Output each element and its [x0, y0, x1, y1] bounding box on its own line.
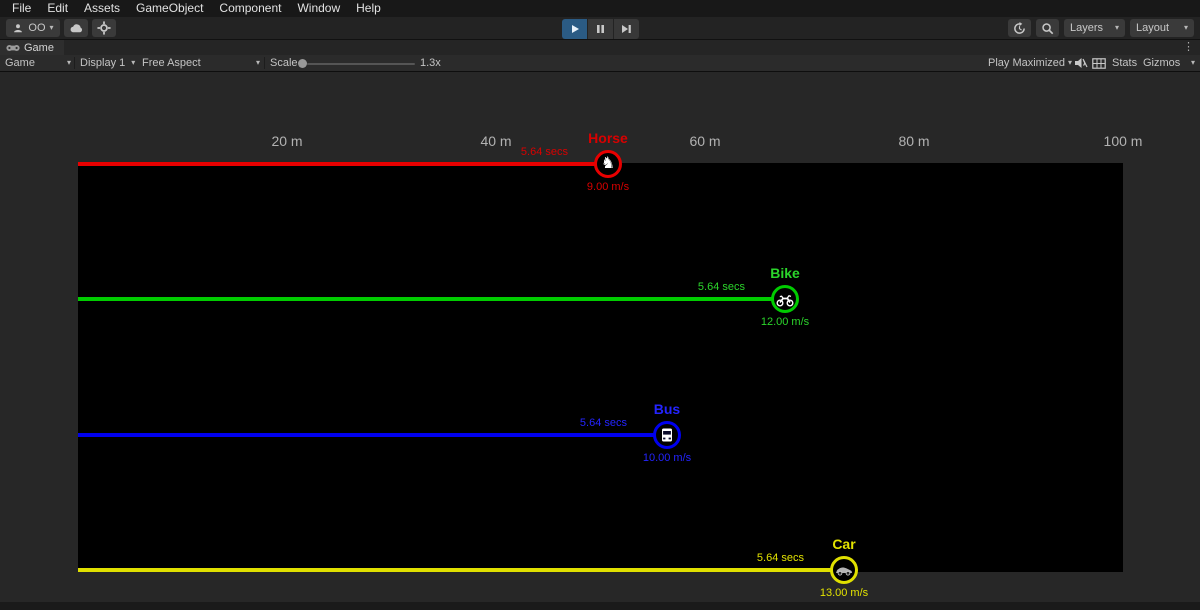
bike-marker	[771, 285, 799, 313]
motorbike-icon	[775, 290, 795, 308]
cloud-icon	[69, 22, 84, 34]
tab-bar: Game ⋮	[0, 40, 1200, 55]
distance-marker: 60 m	[689, 133, 721, 149]
history-icon	[1013, 21, 1026, 35]
distance-marker: 20 m	[271, 133, 303, 149]
menu-item-assets[interactable]: Assets	[84, 1, 121, 15]
tab-menu-kebab-icon[interactable]: ⋮	[1183, 41, 1194, 53]
menu-item-help[interactable]: Help	[356, 1, 381, 15]
menu-item-edit[interactable]: Edit	[47, 1, 69, 15]
aspect-ratio-dropdown[interactable]: Free Aspect ▾	[142, 55, 260, 71]
play-maximized-dropdown[interactable]: Play Maximized ▾	[988, 55, 1072, 71]
horse-icon: ♞	[600, 155, 616, 172]
layers-dropdown-label: Layers	[1070, 22, 1104, 34]
game-view-dropdown[interactable]: Game ▾	[5, 55, 71, 71]
racer-speed-label: 12.00 m/s	[760, 316, 810, 328]
scale-slider-knob[interactable]	[298, 59, 307, 68]
racer-name-label: Bike	[770, 265, 800, 281]
window-bottom-edge	[0, 602, 1200, 610]
menu-item-gameobject[interactable]: GameObject	[136, 1, 204, 15]
search-icon	[1041, 22, 1054, 35]
racer-time-label: 5.64 secs	[756, 552, 804, 564]
playback-controls	[562, 19, 639, 39]
racer-time-label: 5.64 secs	[520, 146, 568, 158]
racer-name-label: Bus	[653, 401, 681, 417]
display-dropdown[interactable]: Display 1 ▾	[80, 55, 135, 71]
racer-name-label: Car	[832, 536, 856, 552]
game-viewport[interactable]	[78, 163, 1123, 572]
cloud-button[interactable]	[64, 19, 88, 37]
pause-icon	[596, 24, 605, 34]
bus-track-line	[78, 433, 654, 437]
gizmos-dropdown[interactable]: Gizmos ▾	[1143, 55, 1195, 71]
main-toolbar: OO ▾ Layer	[0, 17, 1200, 40]
bus-icon	[657, 425, 677, 445]
step-button[interactable]	[614, 19, 639, 39]
play-button[interactable]	[562, 19, 587, 39]
chevron-down-icon: ▾	[131, 58, 136, 67]
scale-label: Scale	[270, 57, 298, 69]
car-icon	[834, 560, 854, 580]
bus-marker	[653, 421, 681, 449]
step-icon	[621, 24, 632, 34]
distance-marker: 80 m	[898, 133, 930, 149]
pause-button[interactable]	[588, 19, 613, 39]
scale-value: 1.3x	[420, 57, 441, 69]
menu-item-file[interactable]: File	[12, 1, 32, 15]
chevron-down-icon: ▾	[1114, 23, 1119, 32]
play-maximized-label: Play Maximized	[988, 57, 1066, 69]
bike-track-line	[78, 297, 772, 301]
racer-name-label: Horse	[588, 130, 628, 146]
chevron-down-icon: ▾	[255, 58, 260, 67]
chevron-down-icon: ▾	[66, 58, 71, 67]
aspect-ratio-dropdown-label: Free Aspect	[142, 57, 201, 69]
tab-game[interactable]: Game	[0, 40, 64, 55]
racer-time-label: 5.64 secs	[579, 417, 627, 429]
game-view-dropdown-label: Game	[5, 57, 35, 69]
chevron-down-icon: ▾	[1068, 58, 1073, 67]
car-marker	[830, 556, 858, 584]
play-icon	[570, 24, 580, 34]
speaker-mute-icon	[1074, 57, 1088, 69]
tab-game-label: Game	[24, 41, 54, 54]
racer-speed-label: 9.00 m/s	[586, 181, 630, 193]
game-control-bar: Game ▾ Display 1 ▾ Free Aspect ▾ Scale 1…	[0, 55, 1200, 72]
vsync-grid-button[interactable]	[1092, 55, 1106, 71]
scale-slider-track[interactable]	[307, 63, 415, 65]
mute-audio-button[interactable]	[1074, 55, 1088, 71]
layout-dropdown[interactable]: Layout ▾	[1130, 19, 1194, 37]
grid-icon	[1092, 57, 1106, 69]
undo-history-button[interactable]	[1008, 19, 1031, 37]
menu-bar: File Edit Assets GameObject Component Window H…	[0, 0, 1200, 17]
car-track-line	[78, 568, 831, 572]
chevron-down-icon: ▾	[1183, 23, 1188, 32]
menu-item-window[interactable]: Window	[297, 1, 341, 15]
services-button[interactable]	[92, 19, 116, 37]
horse-track-line	[78, 162, 595, 166]
account-button[interactable]: OO ▾	[6, 19, 60, 37]
person-icon	[12, 22, 24, 35]
gamepad-icon	[6, 43, 20, 53]
layout-dropdown-label: Layout	[1136, 22, 1170, 34]
stats-button[interactable]: Stats	[1112, 57, 1138, 69]
game-view: 20 m 40 m 60 m 80 m 100 m Horse 5.64 secs ♞ 9.00…	[0, 72, 1200, 610]
racer-time-label: 5.64 secs	[697, 281, 745, 293]
search-button[interactable]	[1036, 19, 1059, 37]
account-label: OO	[28, 22, 46, 34]
distance-marker: 40 m	[480, 133, 512, 149]
gear-icon	[97, 21, 111, 35]
horse-marker: ♞	[594, 150, 622, 178]
racer-speed-label: 13.00 m/s	[819, 587, 869, 599]
gizmos-label: Gizmos	[1143, 57, 1181, 69]
menu-item-component[interactable]: Component	[219, 1, 282, 15]
chevron-down-icon: ▾	[49, 23, 54, 32]
layers-dropdown[interactable]: Layers ▾	[1064, 19, 1125, 37]
racer-speed-label: 10.00 m/s	[642, 452, 692, 464]
chevron-down-icon: ▾	[1190, 58, 1195, 67]
display-dropdown-label: Display 1	[80, 57, 126, 69]
distance-marker: 100 m	[1103, 133, 1143, 149]
